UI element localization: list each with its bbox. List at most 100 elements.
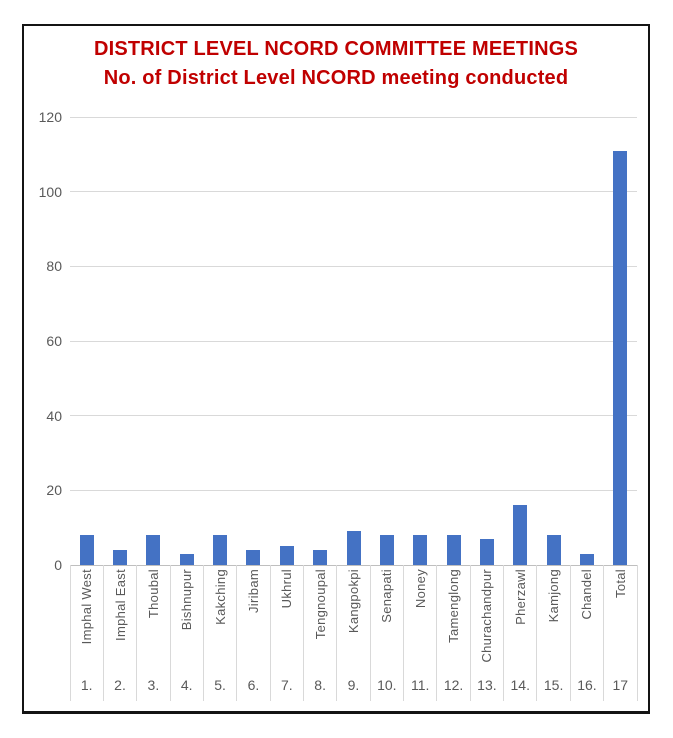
category-separator (169, 565, 171, 701)
x-number-10: 10. (377, 677, 397, 693)
bar-imphal-west (79, 535, 94, 565)
bar-noney (413, 535, 428, 565)
y-axis-tick-40: 40 (46, 407, 62, 424)
x-label-chandel: Chandel (570, 569, 603, 669)
x-number-2: 2. (114, 677, 126, 693)
x-label-text: Churachandpur (479, 569, 495, 663)
y-axis-tick-0: 0 (54, 557, 62, 573)
x-number-7: 7. (280, 677, 293, 693)
category-separator (102, 565, 104, 701)
bar-churachandpur (479, 538, 494, 565)
x-label-senapati: Senapati (370, 569, 403, 669)
bar-imphal-east (113, 550, 128, 565)
x-label-total: Total (604, 569, 637, 669)
x-label-text: Senapati (379, 569, 395, 623)
x-number-11: 11. (410, 677, 430, 693)
chart-title-block: DISTRICT LEVEL NCORD COMMITTEE MEETINGS … (24, 35, 648, 93)
x-label-text: Jiribam (245, 569, 261, 613)
x-label-jiribam: Jiribam (237, 569, 270, 669)
x-label-ukhrul: Ukhrul (270, 569, 303, 669)
gridline-80 (70, 265, 637, 267)
plot-area: 0 20 40 60 80 100 120 Imphal West 1. Imphal East 2… (24, 26, 648, 711)
chart-title: DISTRICT LEVEL NCORD COMMITTEE MEETINGS (93, 38, 579, 60)
x-label-pherzawl: Pherzawl (504, 569, 537, 669)
y-axis-tick-100: 100 (38, 183, 62, 200)
x-number-9: 9. (347, 677, 360, 693)
y-axis-tick-80: 80 (46, 258, 62, 275)
category-separator (336, 565, 338, 701)
bar-kakching (213, 535, 228, 565)
x-label-noney: Noney (404, 569, 437, 669)
x-number-6: 6. (247, 677, 260, 693)
x-label-text: Pherzawl (512, 569, 528, 625)
chart-subtitle: No. of District Level NCORD meeting cond… (103, 67, 569, 89)
x-label-thoubal: Thoubal (137, 569, 170, 669)
bar-kangpokpi (346, 531, 361, 565)
category-separator (302, 565, 304, 701)
x-label-text: Thoubal (145, 569, 161, 619)
gridline-60 (70, 340, 637, 342)
x-label-kangpokpi: Kangpokpi (337, 569, 370, 669)
x-number-17: 17 (612, 677, 629, 693)
x-label-text: Total (612, 569, 628, 598)
category-separator (269, 565, 271, 701)
bar-ukhrul (279, 546, 294, 565)
x-label-imphal-east: Imphal East (103, 569, 136, 669)
bar-thoubal (146, 535, 161, 565)
bar-pherzawl (513, 505, 528, 565)
x-label-bishnupur: Bishnupur (170, 569, 203, 669)
chart-frame: DISTRICT LEVEL NCORD COMMITTEE MEETINGS … (22, 24, 650, 714)
x-number-15: 15. (543, 677, 564, 693)
x-number-5: 5. (214, 677, 226, 693)
x-label-text: Ukhrul (279, 569, 295, 609)
bar-senapati (379, 535, 394, 565)
bar-jiribam (246, 550, 261, 565)
category-separator (503, 565, 505, 701)
x-label-churachandpur: Churachandpur (470, 569, 503, 669)
category-separator (403, 565, 405, 701)
gridline-20 (70, 489, 637, 491)
x-number-13: 13. (477, 677, 497, 693)
x-label-kamjong: Kamjong (537, 569, 570, 669)
bar-tengnoupal (313, 550, 328, 565)
category-separator (569, 565, 571, 701)
gridline-40 (70, 415, 637, 417)
bar-tamenglong (446, 535, 461, 565)
x-label-text: Kakching (212, 569, 228, 625)
gridline-100 (70, 191, 637, 193)
category-separator (69, 565, 71, 701)
x-label-tamenglong: Tamenglong (437, 569, 470, 669)
x-label-text: Tamenglong (446, 569, 462, 643)
gridline-120 (70, 116, 637, 118)
category-separator (202, 565, 204, 701)
x-label-kakching: Kakching (203, 569, 236, 669)
category-separator (536, 565, 538, 701)
x-axis-line (70, 564, 637, 566)
y-axis-tick-120: 120 (38, 109, 62, 125)
x-label-tengnoupal: Tengnoupal (303, 569, 336, 669)
bar-total (613, 150, 628, 565)
category-separator (436, 565, 438, 701)
x-number-1: 1. (80, 677, 93, 693)
category-separator (236, 565, 238, 701)
x-number-14: 14. (510, 677, 530, 693)
x-number-8: 8. (314, 677, 326, 693)
x-label-text: Noney (412, 569, 428, 609)
x-number-12: 12. (443, 677, 464, 693)
x-label-text: Imphal West (79, 569, 95, 645)
x-label-imphal-west: Imphal West (70, 569, 103, 669)
category-separator (136, 565, 138, 701)
category-separator (469, 565, 471, 701)
x-number-16: 16. (577, 677, 597, 693)
x-label-text: Kamjong (546, 569, 562, 623)
category-separator (636, 565, 638, 701)
category-separator (603, 565, 605, 701)
x-number-4: 4. (180, 677, 193, 693)
y-axis-tick-20: 20 (46, 482, 62, 499)
x-label-text: Bishnupur (179, 569, 195, 631)
bar-chandel (579, 553, 594, 565)
x-label-text: Imphal East (112, 569, 128, 641)
category-separator (369, 565, 371, 701)
x-label-text: Tengnoupal (312, 569, 328, 640)
